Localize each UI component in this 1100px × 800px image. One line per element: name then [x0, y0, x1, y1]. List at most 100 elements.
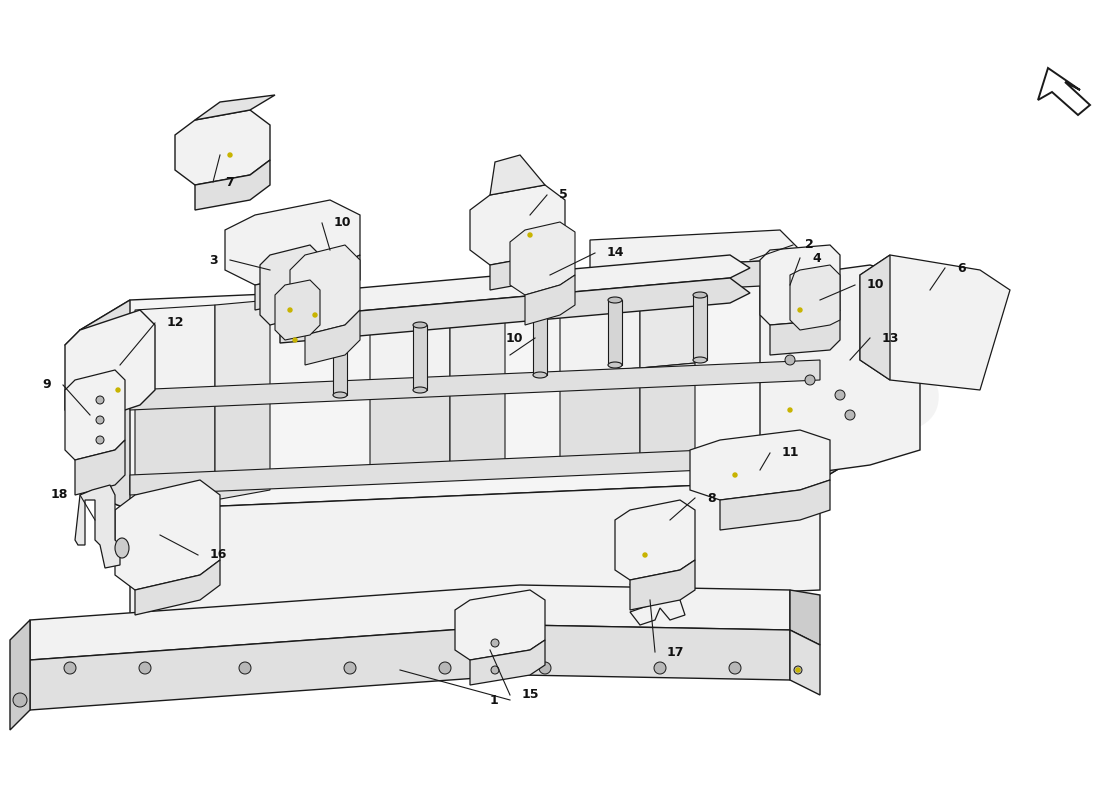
Circle shape [785, 355, 795, 365]
Text: 5: 5 [559, 189, 568, 202]
Text: 9: 9 [43, 378, 51, 391]
Text: 13: 13 [882, 331, 900, 345]
Polygon shape [760, 265, 920, 480]
Polygon shape [80, 270, 870, 510]
Circle shape [491, 639, 499, 647]
Polygon shape [65, 370, 125, 460]
Polygon shape [214, 300, 270, 395]
Polygon shape [30, 585, 790, 660]
Polygon shape [116, 480, 220, 590]
Ellipse shape [534, 307, 547, 313]
Circle shape [654, 662, 666, 674]
Circle shape [96, 416, 104, 424]
Polygon shape [450, 375, 505, 478]
Circle shape [835, 390, 845, 400]
Ellipse shape [608, 297, 622, 303]
Polygon shape [534, 310, 547, 375]
Polygon shape [790, 630, 820, 695]
Circle shape [13, 693, 28, 707]
Polygon shape [455, 590, 544, 660]
Polygon shape [135, 560, 220, 615]
Ellipse shape [333, 327, 346, 333]
Circle shape [733, 473, 737, 477]
Circle shape [539, 662, 551, 674]
Polygon shape [820, 270, 870, 480]
Text: 6: 6 [957, 262, 966, 274]
Text: 11: 11 [782, 446, 800, 459]
Polygon shape [370, 285, 450, 385]
Polygon shape [75, 485, 120, 568]
Polygon shape [640, 268, 695, 368]
Polygon shape [590, 230, 800, 280]
Circle shape [794, 666, 802, 674]
Circle shape [228, 153, 232, 157]
Circle shape [288, 308, 292, 312]
Polygon shape [630, 560, 695, 610]
Ellipse shape [333, 392, 346, 398]
Circle shape [239, 662, 251, 674]
Polygon shape [255, 255, 360, 310]
Polygon shape [790, 265, 840, 330]
Text: 15: 15 [522, 689, 539, 702]
Circle shape [314, 313, 317, 317]
Polygon shape [195, 160, 270, 210]
Polygon shape [65, 310, 155, 425]
Circle shape [796, 668, 800, 672]
Polygon shape [30, 625, 790, 710]
Polygon shape [280, 278, 750, 343]
Polygon shape [560, 273, 640, 373]
Text: europes: europes [129, 292, 952, 468]
Polygon shape [275, 280, 320, 340]
Polygon shape [195, 95, 275, 120]
Circle shape [788, 408, 792, 412]
Polygon shape [690, 430, 830, 500]
Circle shape [293, 338, 297, 342]
Ellipse shape [412, 387, 427, 393]
Ellipse shape [412, 322, 427, 328]
Polygon shape [608, 300, 622, 365]
Polygon shape [333, 330, 346, 395]
Text: a passion
for parts since 1985: a passion for parts since 1985 [287, 396, 713, 544]
Polygon shape [412, 325, 427, 390]
Circle shape [845, 410, 855, 420]
Text: 17: 17 [667, 646, 684, 658]
Circle shape [116, 388, 120, 392]
Polygon shape [490, 240, 565, 290]
Text: 10: 10 [867, 278, 884, 291]
Polygon shape [175, 110, 270, 185]
Ellipse shape [608, 362, 622, 368]
Polygon shape [560, 368, 640, 470]
Polygon shape [790, 590, 820, 645]
Text: 3: 3 [209, 254, 218, 266]
Polygon shape [226, 200, 360, 285]
Circle shape [528, 233, 532, 237]
Polygon shape [214, 390, 270, 500]
Polygon shape [370, 380, 450, 483]
Circle shape [96, 396, 104, 404]
Text: 14: 14 [607, 246, 625, 259]
Polygon shape [305, 310, 360, 365]
Circle shape [439, 662, 451, 674]
Circle shape [798, 308, 802, 312]
Circle shape [805, 375, 815, 385]
Circle shape [491, 666, 499, 674]
Text: 7: 7 [226, 175, 233, 189]
Text: 4: 4 [812, 251, 821, 265]
Text: 12: 12 [167, 317, 185, 330]
Text: 1: 1 [490, 694, 498, 706]
Polygon shape [720, 480, 830, 530]
Circle shape [64, 662, 76, 674]
Polygon shape [590, 260, 800, 305]
Polygon shape [75, 440, 125, 495]
Ellipse shape [693, 357, 707, 363]
Polygon shape [10, 620, 30, 730]
Polygon shape [615, 500, 695, 580]
Polygon shape [510, 222, 575, 295]
Polygon shape [470, 185, 565, 265]
Polygon shape [860, 255, 890, 380]
Polygon shape [260, 245, 320, 325]
Polygon shape [525, 275, 575, 325]
Text: 10: 10 [506, 331, 522, 345]
Polygon shape [860, 255, 1010, 390]
Ellipse shape [693, 292, 707, 298]
